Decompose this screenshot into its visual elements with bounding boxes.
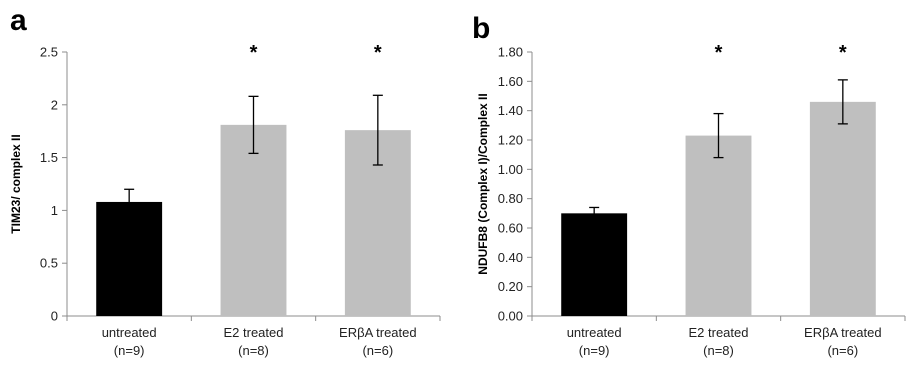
category-n-label: (n=9) (114, 343, 145, 358)
significance-marker: * (839, 42, 847, 64)
y-tick-label: 0.60 (498, 221, 523, 236)
category-n-label: (n=8) (238, 343, 269, 358)
y-tick-label: 1.40 (498, 103, 523, 118)
y-tick-label: 1.80 (498, 45, 523, 60)
bar (220, 124, 287, 316)
category-n-label: (n=9) (579, 343, 610, 358)
bar (809, 101, 876, 316)
y-tick-label: 0.40 (498, 250, 523, 265)
y-tick-label: 2.5 (40, 45, 58, 60)
y-axis-title: TIM23/ complex II (9, 134, 23, 233)
category-label: E2 treated (224, 325, 284, 340)
significance-marker: * (374, 42, 382, 64)
panel-a: a 0 0.5 1 1.5 2 2.5 untreated (n=9) * E2 treated (n… (9, 4, 441, 358)
panel-b: b 0.00 0.20 0.40 0.60 0.80 1.00 1.20 1.40 1.60 1.8… (472, 12, 906, 358)
category-label: untreated (567, 325, 622, 340)
y-tick-label: 1.00 (498, 162, 523, 177)
y-tick-label: 2 (51, 97, 58, 112)
category-n-label: (n=8) (703, 343, 734, 358)
y-tick-label: 0.20 (498, 279, 523, 294)
panel-letter: a (10, 4, 27, 37)
y-tick-label: 0.00 (498, 309, 523, 324)
bar (685, 135, 752, 316)
y-tick-label: 1.5 (40, 150, 58, 165)
category-label: ERβA treated (804, 325, 882, 340)
y-axis-title: NDUFB8 (Complex I)/Complex II (476, 93, 490, 274)
category-label: untreated (102, 325, 157, 340)
category-label: ERβA treated (339, 325, 417, 340)
y-tick-label: 1.20 (498, 133, 523, 148)
category-n-label: (n=6) (362, 343, 393, 358)
bar (561, 213, 628, 316)
panel-letter: b (472, 12, 490, 45)
y-tick-label: 1.60 (498, 74, 523, 89)
significance-marker: * (250, 42, 258, 64)
category-label: E2 treated (689, 325, 749, 340)
bar (96, 201, 163, 316)
y-tick-label: 0.80 (498, 191, 523, 206)
significance-marker: * (715, 42, 723, 64)
category-n-label: (n=6) (827, 343, 858, 358)
y-tick-label: 0 (51, 309, 58, 324)
y-tick-label: 1 (51, 203, 58, 218)
y-tick-label: 0.5 (40, 256, 58, 271)
